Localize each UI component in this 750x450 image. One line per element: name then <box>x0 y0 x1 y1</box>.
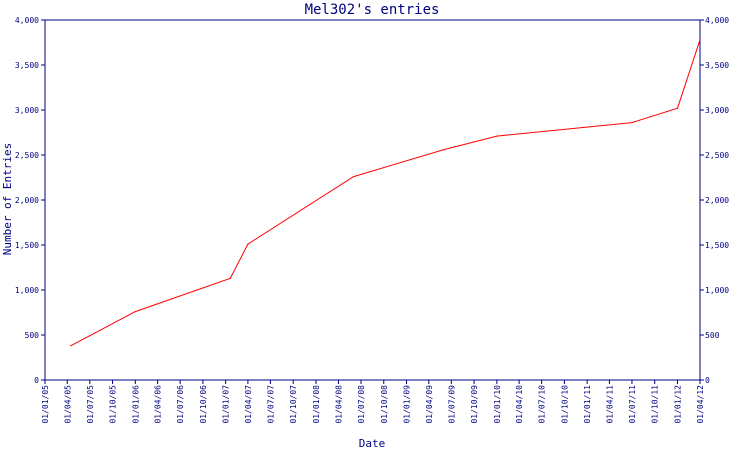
x-tick-label: 01/01/07 <box>222 385 231 424</box>
data-point <box>496 135 498 137</box>
x-tick-label: 01/10/10 <box>560 385 569 424</box>
x-tick-label: 01/04/12 <box>696 385 705 424</box>
y-tick-label-right: 3,000 <box>705 106 729 115</box>
x-tick-label: 01/04/09 <box>425 385 434 424</box>
y-tick-label-right: 1,000 <box>705 286 729 295</box>
y-tick-label-right: 1,500 <box>705 241 729 250</box>
y-tick-label-left: 2,500 <box>15 151 39 160</box>
x-tick-label: 01/04/05 <box>63 385 72 424</box>
x-tick-label: 01/10/06 <box>199 385 208 424</box>
y-tick-label-right: 500 <box>705 331 720 340</box>
y-tick-label-right: 2,000 <box>705 196 729 205</box>
data-point <box>229 277 231 279</box>
x-tick-label: 01/07/11 <box>628 385 637 424</box>
x-tick-label: 01/10/11 <box>651 385 660 424</box>
data-point <box>631 122 633 124</box>
y-tick-label-left: 4,000 <box>15 16 39 25</box>
x-tick-label: 01/07/07 <box>266 385 275 424</box>
x-tick-label: 01/04/07 <box>244 385 253 424</box>
y-tick-label-left: 2,000 <box>15 196 39 205</box>
chart-title: Mel302's entries <box>305 2 440 18</box>
x-tick-label: 01/01/10 <box>493 385 502 424</box>
y-tick-label-left: 500 <box>25 331 40 340</box>
ticks: 0 0 500 500 1,000 1,000 1,500 1,500 2,000 2,000 2,… <box>15 16 729 424</box>
x-tick-label: 01/10/09 <box>470 385 479 424</box>
y-tick-label-right: 2,500 <box>705 151 729 160</box>
data-point <box>699 39 701 41</box>
data-point <box>134 311 136 313</box>
x-tick-label: 01/01/12 <box>673 385 682 424</box>
x-tick-label: 01/04/08 <box>334 385 343 424</box>
y-tick-label-right: 3,500 <box>705 61 729 70</box>
x-tick-label: 01/07/08 <box>357 385 366 424</box>
x-tick-label: 01/10/08 <box>380 385 389 424</box>
y-tick-label-left: 1,000 <box>15 286 39 295</box>
x-tick-label: 01/07/06 <box>176 385 185 424</box>
series-line <box>70 39 701 347</box>
x-tick-label: 01/07/10 <box>538 385 547 424</box>
x-axis-label: Date <box>359 437 386 450</box>
y-tick-label-right: 4,000 <box>705 16 729 25</box>
data-point <box>70 345 72 347</box>
y-tick-label-left: 0 <box>34 376 39 385</box>
x-tick-label: 01/04/06 <box>154 385 163 424</box>
axes <box>44 19 701 381</box>
x-tick-label: 01/10/05 <box>109 385 118 424</box>
x-tick-label: 01/10/07 <box>289 385 298 424</box>
y-tick-label-right: 0 <box>705 376 710 385</box>
data-point <box>676 107 679 109</box>
x-tick-label: 01/01/08 <box>312 385 321 424</box>
data-point <box>443 149 445 151</box>
y-axis-label: Number of Entries <box>1 143 14 256</box>
x-tick-label: 01/07/09 <box>447 385 456 424</box>
y-tick-label-left: 3,500 <box>15 61 39 70</box>
x-tick-label: 01/04/11 <box>605 385 614 424</box>
x-tick-label: 01/01/11 <box>583 385 592 424</box>
y-tick-label-left: 3,000 <box>15 106 39 115</box>
series-group <box>70 39 701 347</box>
y-tick-label-left: 1,500 <box>15 241 39 250</box>
x-tick-label: 01/04/10 <box>515 385 524 424</box>
x-tick-label: 01/01/09 <box>403 385 412 424</box>
x-tick-label: 01/07/05 <box>86 385 95 424</box>
data-point <box>247 243 249 245</box>
x-tick-label: 01/01/05 <box>41 385 50 424</box>
x-tick-label: 01/01/06 <box>131 385 140 424</box>
data-point <box>352 176 355 178</box>
